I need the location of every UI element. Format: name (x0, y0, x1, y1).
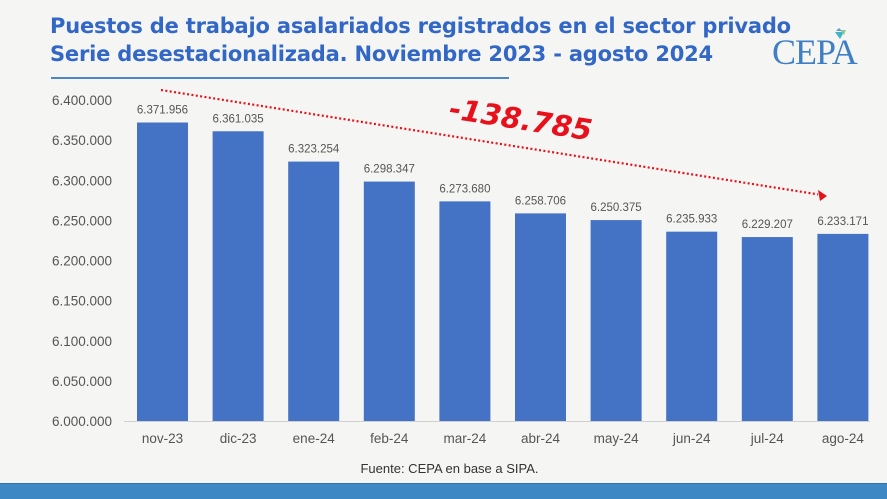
trend-arrowhead-icon (818, 190, 827, 201)
data-label: 6.233.171 (817, 216, 868, 228)
x-tick-label: ene-24 (293, 431, 336, 446)
data-label: 6.371.956 (137, 105, 188, 117)
x-tick-label: jun-24 (672, 431, 711, 446)
data-label: 6.258.706 (515, 195, 566, 207)
bar-nov-23 (137, 122, 188, 421)
title-underline (51, 77, 509, 79)
x-tick-label: may-24 (594, 431, 640, 446)
chart-title: Puestos de trabajo asalariados registrad… (50, 12, 791, 68)
bar-dic-23 (212, 131, 264, 421)
y-tick-label: 6.050.000 (52, 374, 112, 389)
bar-ene-24 (288, 161, 340, 421)
y-tick-label: 6.100.000 (52, 334, 112, 349)
x-tick-label: feb-24 (370, 431, 409, 446)
data-label: 6.323.254 (288, 144, 340, 156)
y-axis: 6.000.000 6.050.000 6.100.000 6.150.000 6.20… (52, 93, 112, 429)
y-tick-label: 6.150.000 (52, 294, 112, 309)
x-tick-label: nov-23 (142, 431, 183, 446)
title-line-2: Serie desestacionalizada. Noviembre 2023… (50, 42, 713, 66)
x-tick-label: ago-24 (822, 431, 865, 446)
trend-arrow-line (160, 88, 819, 196)
y-tick-label: 6.000.000 (52, 414, 112, 429)
y-tick-label: 6.200.000 (52, 254, 112, 269)
logo-text: CEPA (772, 32, 858, 72)
bar-jun-24 (666, 231, 718, 421)
trend-annotation-label: -138.785 (447, 91, 595, 147)
bar-ago-24 (817, 233, 869, 421)
source-text: Fuente: CEPA en base a SIPA. (360, 461, 539, 476)
data-label: 6.273.680 (439, 183, 490, 195)
data-label: 6.229.207 (742, 219, 793, 231)
data-labels: 6.371.956 6.361.035 6.323.254 6.298.347 6.27… (137, 105, 869, 232)
bar-may-24 (590, 220, 642, 421)
cepa-logo: CEPA (772, 28, 862, 72)
title-line-1: Puestos de trabajo asalariados registrad… (50, 14, 791, 38)
source-note: Fuente: CEPA en base a SIPA. (0, 461, 887, 476)
y-tick-label: 6.300.000 (52, 173, 112, 188)
x-tick-label: jul-24 (750, 431, 785, 446)
logo-gem-icon (835, 28, 846, 39)
bar-feb-24 (363, 181, 415, 421)
data-label: 6.250.375 (591, 202, 642, 214)
bar-jul-24 (741, 237, 793, 421)
x-axis: nov-23 dic-23 ene-24 feb-24 mar-24 abr-24 may-… (142, 431, 865, 446)
data-label: 6.235.933 (666, 214, 717, 226)
bars (137, 122, 869, 421)
bar-mar-24 (439, 201, 491, 421)
y-tick-label: 6.400.000 (52, 93, 112, 108)
x-tick-label: mar-24 (444, 431, 487, 446)
data-label: 6.361.035 (213, 113, 264, 125)
footer-bar (0, 483, 887, 499)
data-label: 6.298.347 (364, 164, 415, 176)
y-tick-label: 6.350.000 (52, 133, 112, 148)
bar-abr-24 (515, 213, 566, 421)
x-tick-label: dic-23 (220, 431, 257, 446)
y-tick-label: 6.250.000 (52, 213, 112, 228)
x-tick-label: abr-24 (521, 431, 561, 446)
